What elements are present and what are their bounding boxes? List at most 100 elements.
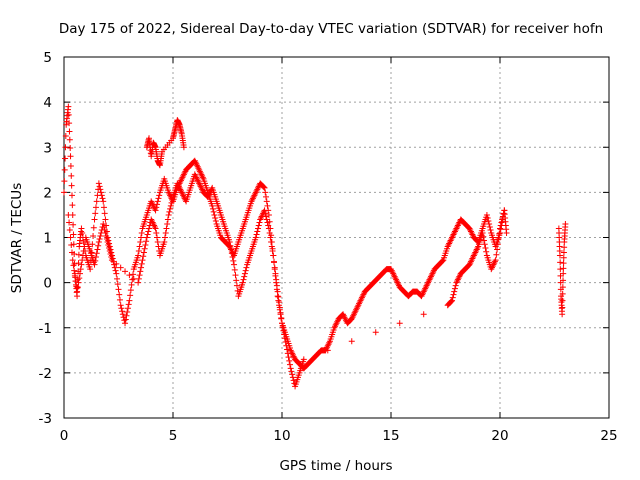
data-point — [155, 195, 162, 202]
data-point — [67, 153, 74, 160]
data-point — [124, 305, 131, 312]
data-point — [93, 198, 100, 205]
y-tick-label: 3 — [43, 140, 52, 156]
data-point — [140, 249, 147, 256]
data-point — [209, 205, 216, 212]
data-point — [135, 248, 142, 255]
data-point — [78, 261, 85, 268]
data-point — [163, 225, 170, 232]
data-point — [233, 277, 240, 284]
data-point — [145, 228, 152, 235]
data-point — [275, 293, 282, 300]
data-point — [420, 311, 427, 318]
data-point — [79, 252, 86, 259]
data-point — [100, 220, 107, 227]
data-point — [268, 239, 275, 246]
data-point — [92, 257, 99, 264]
data-point — [61, 178, 68, 185]
data-point — [452, 282, 459, 289]
data-point — [152, 207, 159, 214]
data-point — [484, 214, 491, 221]
data-point — [122, 268, 129, 275]
series-branch-b — [65, 171, 508, 390]
data-point — [276, 304, 283, 311]
data-point — [95, 239, 102, 246]
x-tick-label: 25 — [600, 428, 617, 444]
data-point — [479, 229, 486, 236]
data-point — [211, 211, 218, 218]
data-point — [449, 294, 456, 301]
y-tick-label: 2 — [43, 185, 52, 201]
data-point — [126, 272, 133, 279]
data-point — [90, 224, 97, 231]
data-point — [559, 304, 566, 311]
x-tick-label: 10 — [273, 428, 290, 444]
data-points — [61, 103, 569, 390]
data-point — [137, 239, 144, 246]
data-point — [65, 211, 72, 218]
data-point — [449, 297, 456, 304]
data-point — [499, 216, 506, 223]
data-point — [96, 183, 103, 190]
data-point — [91, 261, 98, 268]
data-point — [260, 184, 267, 191]
data-point — [123, 312, 130, 319]
data-point — [87, 266, 94, 273]
data-point — [126, 297, 133, 304]
data-point — [212, 214, 219, 221]
data-point — [229, 254, 236, 261]
data-point — [61, 166, 68, 173]
data-point — [68, 182, 75, 189]
data-point — [231, 261, 238, 268]
data-point — [487, 226, 494, 233]
data-point — [117, 302, 124, 309]
data-point — [62, 144, 69, 151]
data-point — [119, 311, 126, 318]
data-point — [451, 285, 458, 292]
data-point — [288, 368, 295, 375]
data-point — [79, 257, 86, 264]
data-point — [75, 279, 82, 286]
data-point — [136, 272, 143, 279]
data-point — [264, 202, 271, 209]
data-point — [285, 354, 292, 361]
data-point — [69, 202, 76, 209]
data-point — [485, 217, 492, 224]
data-point — [267, 234, 274, 241]
data-point — [61, 189, 67, 196]
data-point — [561, 244, 568, 251]
data-point — [138, 264, 145, 271]
data-point — [266, 229, 273, 236]
data-point — [124, 308, 131, 315]
data-point — [70, 262, 77, 269]
data-point — [118, 305, 125, 312]
data-point — [255, 225, 262, 232]
data-point — [279, 323, 286, 330]
data-point — [78, 225, 85, 232]
data-point — [161, 239, 168, 246]
data-point — [228, 246, 235, 253]
data-point — [107, 251, 114, 258]
data-point — [127, 292, 134, 299]
data-point — [142, 242, 149, 249]
data-point — [94, 246, 101, 253]
data-point — [130, 275, 137, 282]
data-point — [95, 242, 102, 249]
data-point — [494, 246, 501, 253]
data-point — [154, 201, 161, 208]
data-point — [274, 288, 281, 295]
data-point — [209, 202, 216, 209]
y-axis-label: SDTVAR / TECUs — [9, 183, 25, 293]
data-point — [68, 249, 75, 256]
data-point — [562, 220, 569, 227]
data-point — [121, 317, 128, 324]
data-point — [497, 222, 504, 229]
data-point — [112, 267, 119, 274]
data-point — [70, 221, 77, 228]
y-tick-labels: -3 -2 -1 0 1 2 3 4 5 — [39, 50, 52, 427]
data-point — [233, 282, 240, 289]
data-point — [96, 236, 103, 243]
series-early-spikes — [143, 117, 187, 169]
data-point — [265, 222, 272, 229]
chart-title: Day 175 of 2022, Sidereal Day-to-day VTE… — [59, 21, 603, 37]
